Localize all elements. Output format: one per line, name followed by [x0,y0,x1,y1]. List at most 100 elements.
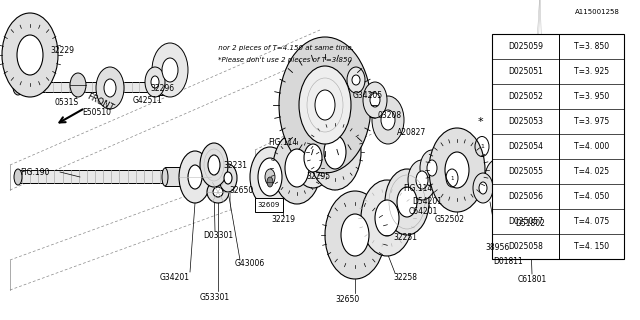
Text: 32258: 32258 [393,274,417,283]
Text: 32229: 32229 [50,45,74,54]
Text: T=4. 075: T=4. 075 [574,217,609,226]
Text: 32609: 32609 [258,202,280,208]
Text: D01811: D01811 [493,258,523,267]
Text: T=4. 025: T=4. 025 [574,167,609,176]
Text: T=4. 000: T=4. 000 [574,142,609,151]
Ellipse shape [485,159,511,197]
Ellipse shape [250,147,290,207]
Ellipse shape [293,128,333,188]
Bar [165,167,187,186]
Text: C64201: C64201 [408,207,438,217]
Text: D025059: D025059 [508,42,543,51]
Ellipse shape [207,181,229,203]
Text: D025056: D025056 [508,192,543,201]
Ellipse shape [299,66,351,144]
Ellipse shape [397,187,417,217]
Ellipse shape [70,73,86,97]
Text: G43006: G43006 [235,260,265,268]
Ellipse shape [429,128,485,212]
Ellipse shape [493,170,503,186]
Ellipse shape [219,164,237,192]
Ellipse shape [528,182,552,218]
Text: D025053: D025053 [508,117,543,126]
Ellipse shape [507,146,543,198]
Ellipse shape [13,79,23,95]
Ellipse shape [267,177,273,187]
Text: G34205: G34205 [353,91,383,100]
Text: G42511: G42511 [133,95,163,105]
Text: 38956: 38956 [486,243,510,252]
Ellipse shape [213,187,223,197]
Ellipse shape [188,165,202,189]
Text: T=3. 975: T=3. 975 [574,117,609,126]
Text: T=4. 150: T=4. 150 [574,242,609,251]
Ellipse shape [162,168,168,186]
Ellipse shape [162,58,178,82]
Text: C61801: C61801 [517,276,547,284]
Ellipse shape [416,171,428,189]
Bar [255,198,283,212]
Text: FIG.190: FIG.190 [20,167,50,177]
Text: 0531S: 0531S [55,98,79,107]
Ellipse shape [372,96,404,144]
Text: 1: 1 [480,144,484,149]
Text: A20827: A20827 [397,127,427,137]
Ellipse shape [363,82,387,118]
Text: 32219: 32219 [271,215,295,225]
Ellipse shape [14,169,22,185]
Ellipse shape [324,135,346,169]
Text: nor 2 pieces of T=4.150 at same time.: nor 2 pieces of T=4.150 at same time. [216,45,354,51]
Text: G53301: G53301 [200,292,230,301]
Text: T=3. 925: T=3. 925 [574,67,609,76]
Ellipse shape [304,144,322,172]
Text: FIG.114: FIG.114 [403,183,433,193]
Ellipse shape [408,160,436,200]
Ellipse shape [224,172,232,184]
Text: D025054: D025054 [508,142,543,151]
Ellipse shape [473,173,493,203]
Text: G52502: G52502 [435,215,465,225]
Ellipse shape [152,43,188,97]
Text: T=4. 050: T=4. 050 [574,192,609,201]
Ellipse shape [2,13,58,97]
Text: 1: 1 [451,175,454,180]
Ellipse shape [285,149,309,187]
Ellipse shape [341,214,369,256]
Text: E50510: E50510 [83,108,111,116]
Ellipse shape [273,132,321,204]
Text: 03208: 03208 [378,110,402,119]
Text: T=3. 850: T=3. 850 [574,42,609,51]
Text: A115001258: A115001258 [575,9,620,15]
Text: 32295: 32295 [306,172,330,180]
Ellipse shape [517,160,533,184]
Text: D51802: D51802 [515,220,545,228]
Ellipse shape [325,191,385,279]
Ellipse shape [96,67,124,109]
Text: FIG.114: FIG.114 [268,138,298,147]
Text: D025055: D025055 [508,167,543,176]
Ellipse shape [279,37,371,173]
Ellipse shape [381,110,395,130]
Ellipse shape [370,93,380,107]
Text: T=3. 950: T=3. 950 [574,92,609,101]
Ellipse shape [151,76,159,88]
Ellipse shape [427,160,437,176]
Text: 32251: 32251 [393,234,417,243]
Text: FRONT: FRONT [85,92,115,113]
Ellipse shape [208,155,220,175]
Ellipse shape [347,67,365,93]
Ellipse shape [375,200,399,236]
Ellipse shape [17,35,43,75]
Ellipse shape [352,75,360,85]
Text: 32650: 32650 [336,295,360,305]
Ellipse shape [104,79,116,97]
Text: D03301: D03301 [203,230,233,239]
Ellipse shape [265,169,275,185]
Ellipse shape [361,180,413,256]
Ellipse shape [179,151,211,203]
Ellipse shape [315,90,335,120]
Ellipse shape [200,143,228,187]
Text: D025051: D025051 [508,67,543,76]
Ellipse shape [445,152,469,188]
Text: 32650: 32650 [230,186,254,195]
